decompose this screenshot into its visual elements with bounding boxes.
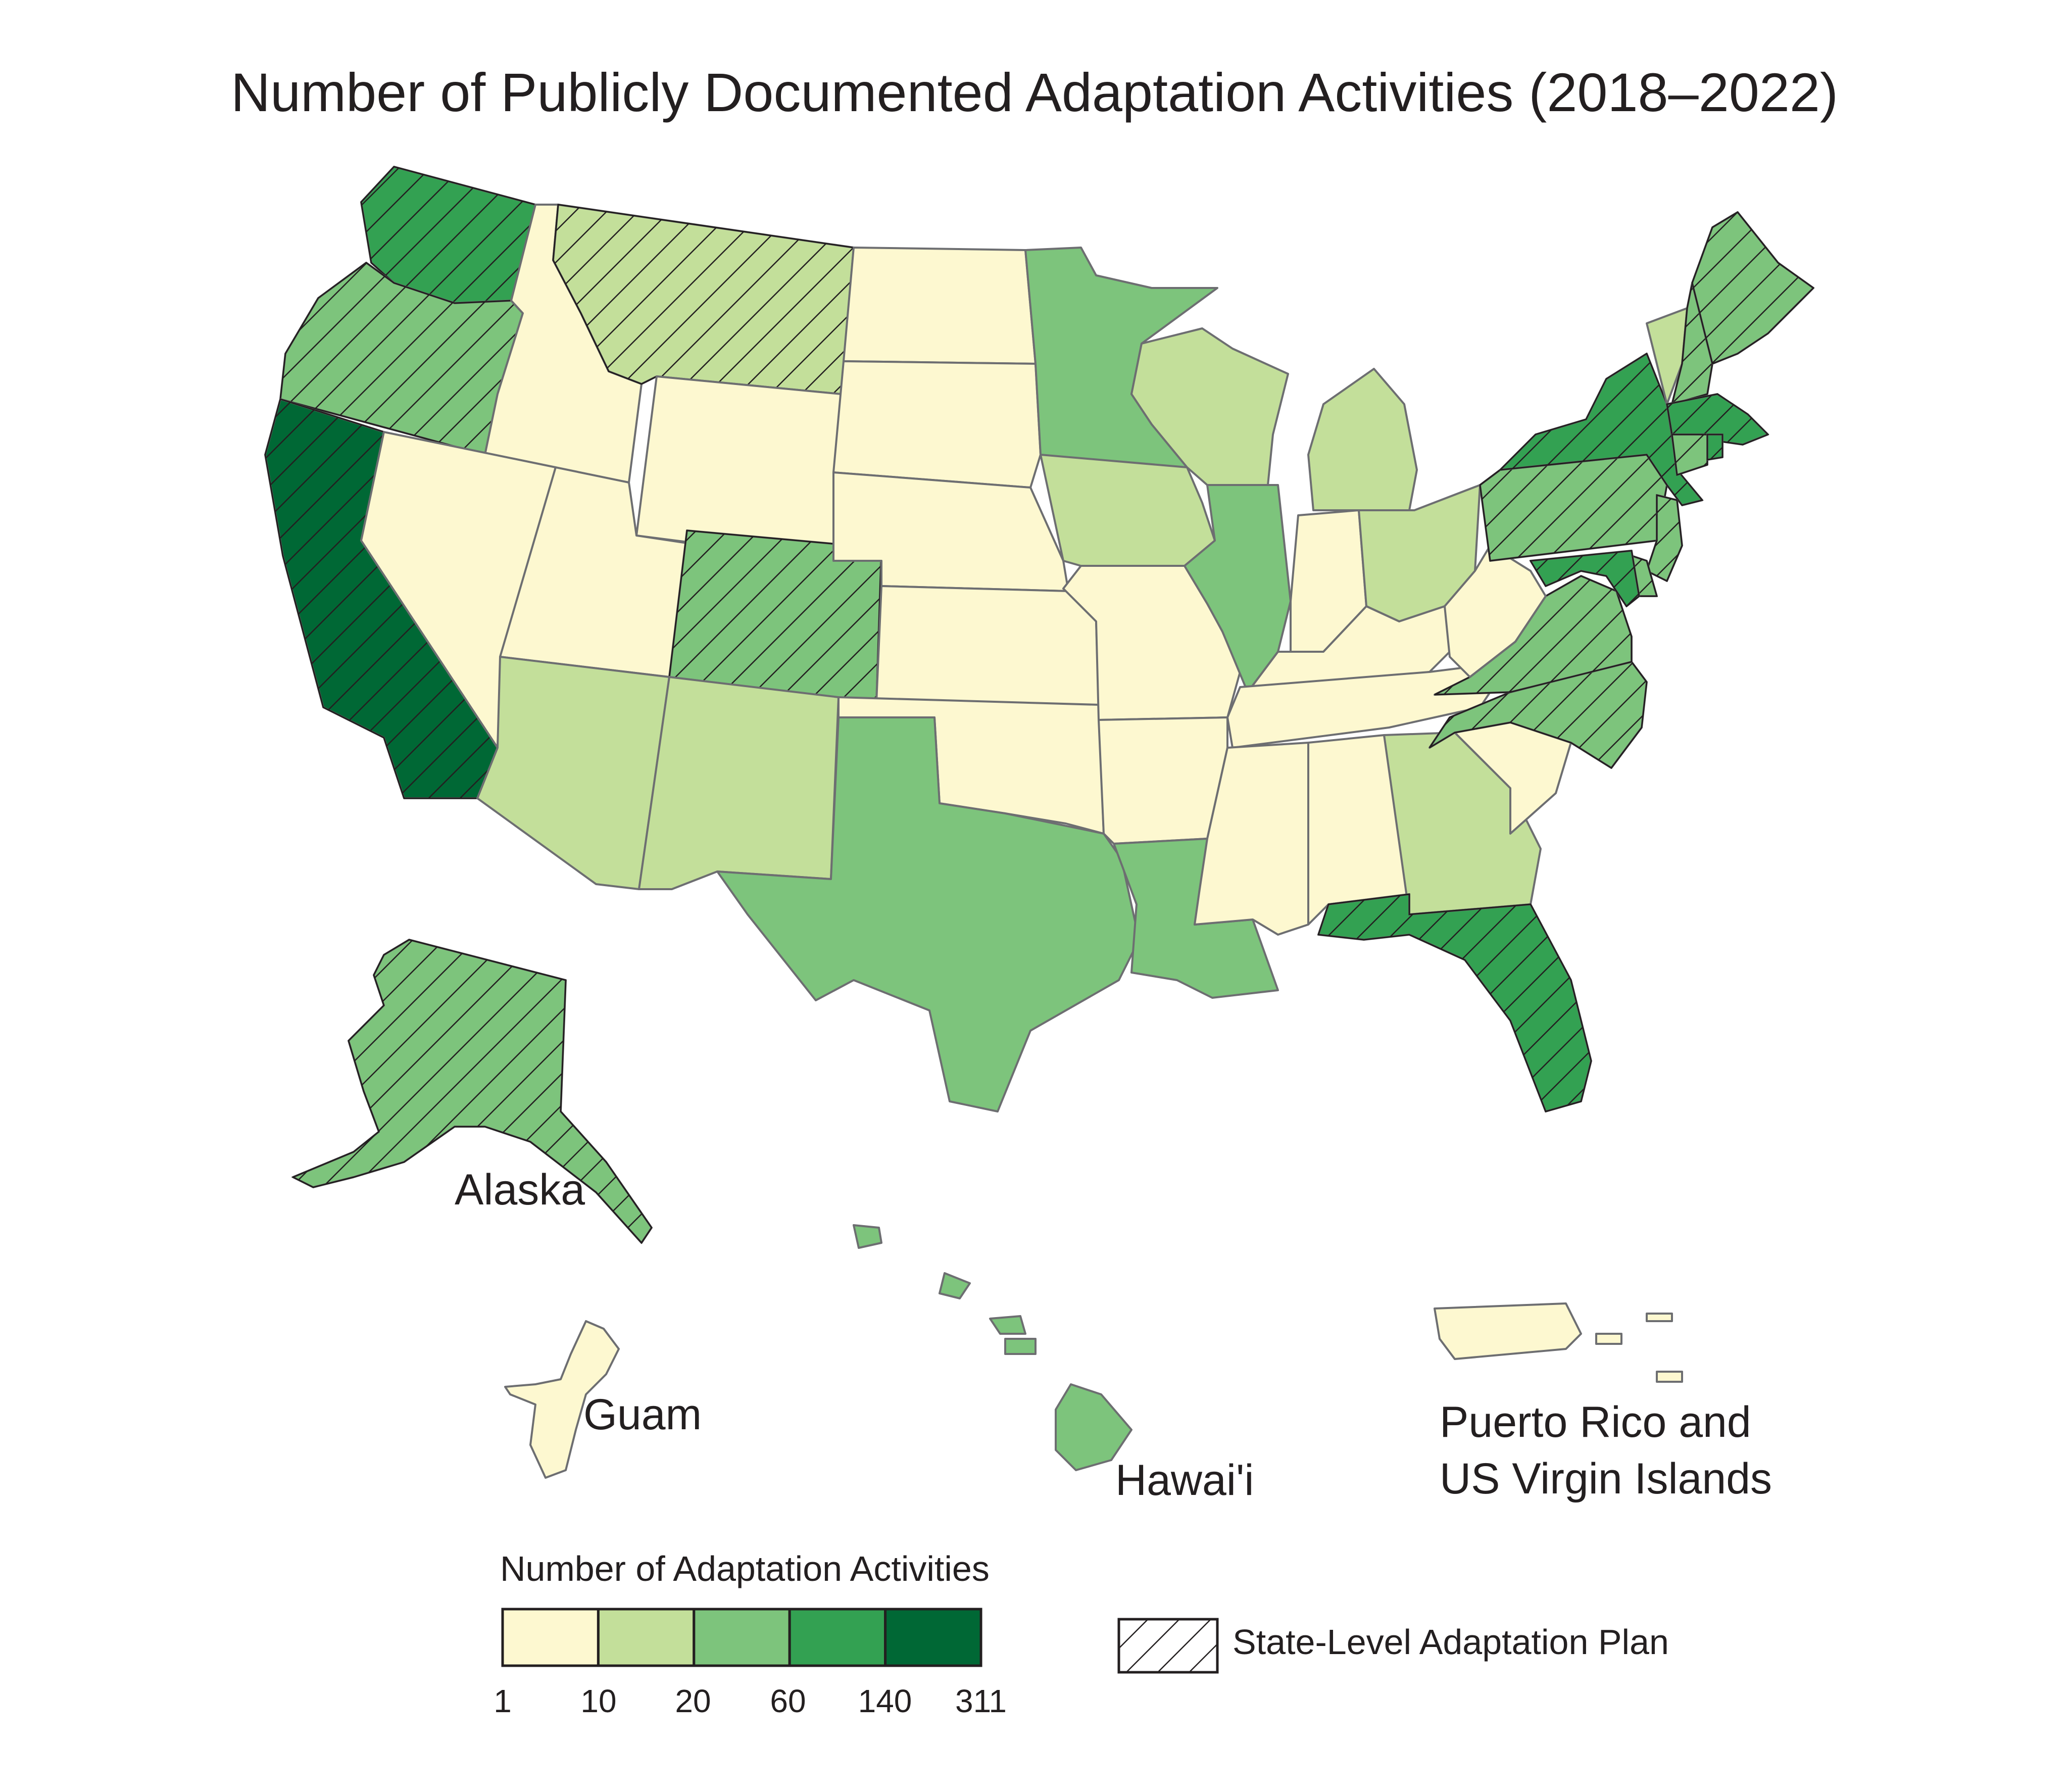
state-wyoming — [635, 375, 842, 562]
plan-hatch-north-carolina — [1428, 661, 1648, 769]
legend-tick: 20 — [675, 1683, 711, 1719]
state-iowa — [1040, 454, 1216, 567]
state-puerto-rico-and-us-virgin-islands — [1434, 1302, 1683, 1383]
plan-hatch-florida — [1317, 893, 1592, 1112]
legend-tick: 140 — [858, 1683, 912, 1719]
legend-plan-swatch — [1117, 1618, 1219, 1674]
state-texas — [716, 716, 1140, 1112]
plan-hatch-alaska — [291, 939, 653, 1244]
legend-swatch — [884, 1608, 982, 1667]
plan-hatch-pennsylvania — [1479, 454, 1668, 562]
legend-swatch — [597, 1608, 696, 1667]
legend-plan-label: State-Level Adaptation Plan — [1233, 1622, 1669, 1662]
label-hawaii: Hawai'i — [1115, 1456, 1254, 1505]
state-guam — [504, 1320, 620, 1479]
plan-hatch-connecticut — [1671, 433, 1708, 476]
state-hawai-i — [853, 1224, 1132, 1471]
plan-hatch-rhode-island — [1706, 433, 1723, 461]
legend-tick: 10 — [580, 1683, 617, 1719]
legend-swatch — [693, 1608, 791, 1667]
state-kansas — [875, 585, 1100, 706]
plan-hatch-new-jersey — [1646, 494, 1683, 583]
state-arizona — [476, 656, 670, 890]
label-puerto-rico-line2: US Virgin Islands — [1440, 1454, 1772, 1503]
state-west-virginia — [1444, 545, 1547, 678]
state-michigan — [1307, 368, 1418, 511]
map-title: Number of Publicly Documented Adaptation… — [231, 62, 1838, 123]
label-puerto-rico: Puerto Rico and US Virgin Islands — [1440, 1394, 1772, 1508]
legend-swatch — [788, 1608, 887, 1667]
legend-tick: 60 — [770, 1683, 806, 1719]
plan-hatch-maryland — [1529, 550, 1640, 608]
state-south-dakota — [832, 360, 1042, 489]
legend-title: Number of Adaptation Activities — [500, 1549, 990, 1588]
label-guam: Guam — [583, 1390, 702, 1439]
label-puerto-rico-line1: Puerto Rico and — [1440, 1398, 1751, 1446]
legend-swatch — [501, 1608, 600, 1667]
legend-tick: 1 — [494, 1683, 512, 1719]
plan-hatch-maine — [1691, 211, 1815, 365]
legend-tick: 311 — [955, 1683, 1007, 1719]
state-illinois — [1184, 484, 1292, 693]
state-north-dakota — [843, 247, 1037, 365]
state-arkansas — [1098, 716, 1228, 845]
label-alaska: Alaska — [455, 1166, 585, 1214]
state-new-mexico — [638, 676, 840, 890]
